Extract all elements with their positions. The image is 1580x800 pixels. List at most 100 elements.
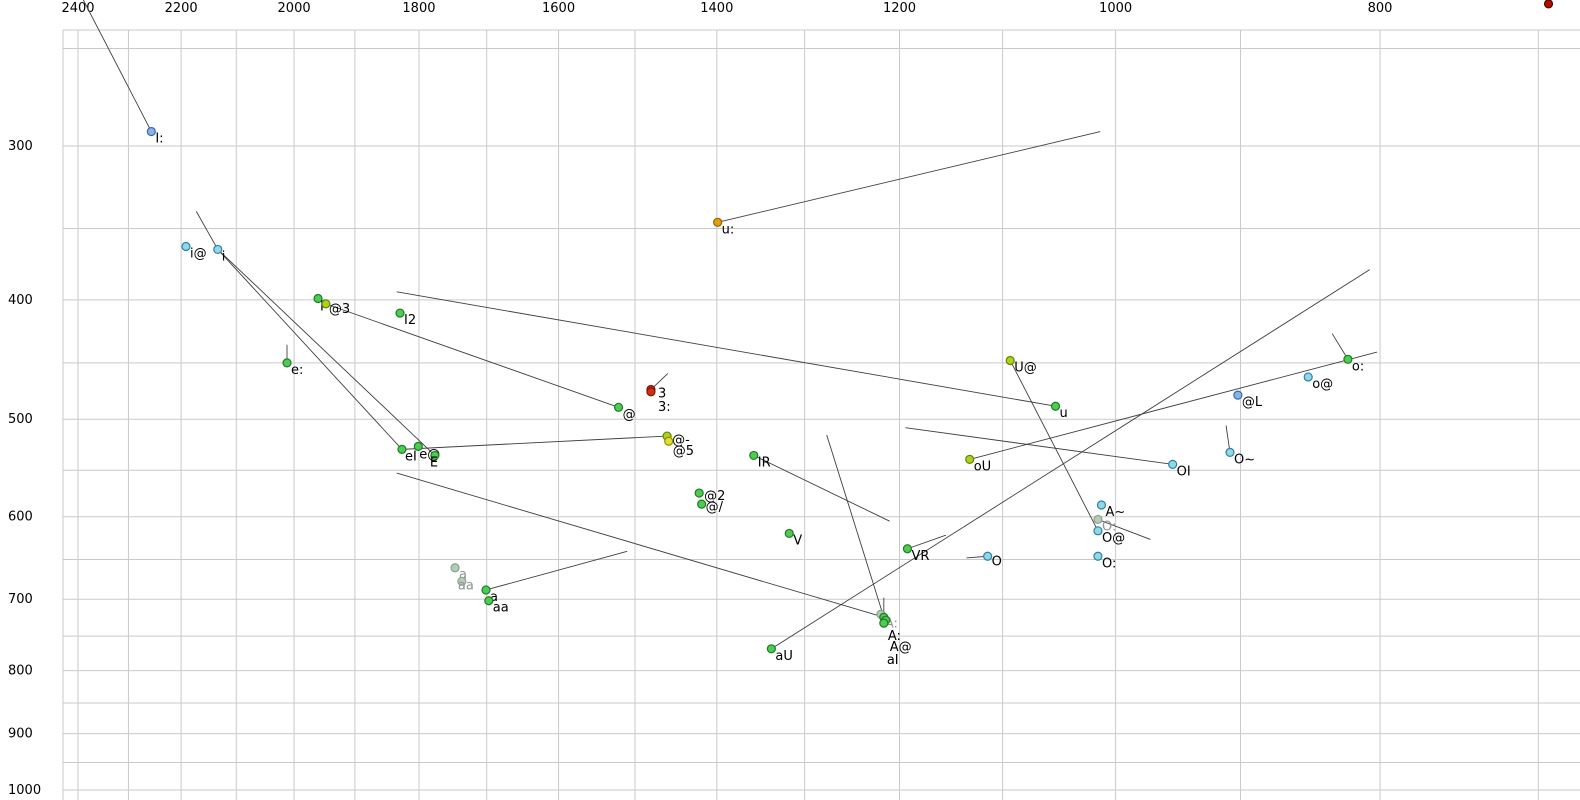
vowel-point[interactable]: [213, 244, 223, 255]
vowel-label: o@: [1312, 377, 1333, 392]
vowel-point[interactable]: [713, 217, 723, 227]
vowel-point[interactable]: [1093, 514, 1103, 525]
vowel-point[interactable]: [1225, 447, 1235, 458]
vowel-point[interactable]: [321, 299, 331, 309]
vowel-point[interactable]: [697, 499, 707, 509]
vowel-label: I:: [155, 132, 163, 147]
vowel-point[interactable]: [1050, 401, 1061, 411]
vowel-point[interactable]: [1093, 526, 1103, 536]
trajectory-line: [325, 303, 619, 408]
vowel-point[interactable]: [766, 644, 776, 654]
x-tick-label: 1000: [1099, 1, 1132, 16]
x-tick-label: 2200: [165, 1, 198, 16]
x-tick-label: 2000: [278, 1, 311, 16]
vowel-point[interactable]: [749, 450, 759, 461]
vowel-point[interactable]: [1093, 551, 1103, 561]
vowel-point[interactable]: [313, 293, 323, 304]
x-tick-label: 2400: [61, 1, 94, 16]
vowel-point[interactable]: [450, 563, 460, 573]
trajectory-line: [217, 249, 403, 450]
vowel-label: 3:: [658, 400, 671, 415]
trajectory-line: [396, 472, 884, 618]
vowel-label: i@: [190, 246, 207, 261]
vowel-point[interactable]: [664, 436, 674, 446]
vowel-point[interactable]: [784, 528, 794, 539]
vowel-label: A:: [888, 629, 901, 644]
vowel-point[interactable]: [282, 358, 292, 368]
vowel-point[interactable]: [484, 596, 494, 606]
vowel-point[interactable]: [1005, 355, 1015, 366]
vowel-label: VR: [911, 549, 929, 564]
vowel-point[interactable]: [646, 387, 656, 397]
vowel-label: eI: [405, 449, 417, 464]
vowel-point[interactable]: [902, 544, 913, 554]
vowel-point[interactable]: [181, 241, 191, 252]
vowel-point[interactable]: [395, 308, 405, 318]
vowel-label: o:: [1352, 359, 1364, 374]
x-tick-label: 1800: [402, 1, 435, 16]
trajectory-line: [826, 434, 885, 618]
vowel-label: IR: [758, 455, 771, 470]
vowel-label: O: [992, 554, 1002, 569]
trajectory-line: [195, 211, 219, 250]
vowel-label: @-: [672, 433, 690, 448]
vowel-point[interactable]: [397, 444, 407, 454]
trajectory-line: [907, 534, 946, 550]
vowel-label: A~: [1105, 505, 1125, 520]
vowel-label: i: [222, 249, 226, 264]
trajectory-line: [82, 0, 152, 132]
vowel-point[interactable]: [1096, 500, 1107, 510]
vowel-label: OI: [1177, 464, 1191, 479]
y-tick-label: 600: [8, 510, 33, 525]
vowel-label: U@: [1014, 360, 1037, 375]
x-tick-label: 800: [1368, 1, 1393, 16]
vowel-label: 3: [658, 387, 666, 402]
vowel-label: @5: [673, 444, 694, 459]
vowel-label: @3: [329, 302, 350, 317]
y-tick-label: 300: [8, 139, 33, 154]
vowel-point[interactable]: [965, 454, 975, 465]
vowel-point[interactable]: [413, 441, 423, 451]
vowel-label: oU: [974, 459, 991, 474]
trajectory-line: [969, 351, 1378, 460]
vowel-label: @2: [704, 489, 725, 504]
vowel-point[interactable]: [430, 450, 440, 461]
x-tick-label: 1400: [700, 1, 733, 16]
vowel-point[interactable]: [1168, 459, 1178, 469]
vowel-label: a: [490, 590, 498, 605]
vowel-label: aI: [887, 653, 899, 668]
trajectory-line: [905, 427, 1173, 465]
vowel-label: aa: [493, 601, 509, 616]
vowel-point[interactable]: [146, 126, 156, 137]
vowel-label: @L: [1242, 395, 1263, 410]
y-tick-label: 900: [8, 727, 33, 742]
y-tick-label: 500: [8, 412, 33, 427]
vowel-point[interactable]: [1343, 354, 1353, 364]
vowel-point[interactable]: [694, 488, 704, 498]
vowel-label: a: [459, 568, 467, 583]
vowel-label: aU: [775, 649, 792, 664]
vowel-point[interactable]: [481, 585, 491, 595]
vowel-label: aa: [458, 578, 474, 593]
vowel-point[interactable]: [1543, 0, 1554, 9]
vowel-point[interactable]: [457, 576, 467, 586]
vowel-point[interactable]: [983, 551, 993, 561]
trajectory-line: [217, 249, 436, 456]
x-tick-label: 1600: [542, 1, 575, 16]
trajectory-line: [485, 550, 628, 591]
trajectory-line: [396, 291, 1056, 407]
trajectory-line: [401, 435, 668, 450]
vowel-label: V: [793, 533, 802, 548]
y-tick-label: 400: [8, 293, 33, 308]
vowel-point[interactable]: [879, 618, 889, 628]
trajectory-line: [771, 269, 1370, 650]
vowel-point[interactable]: [1233, 390, 1243, 400]
y-tick-label: 700: [8, 592, 33, 607]
vowel-point[interactable]: [1303, 372, 1313, 382]
vowel-label: e:: [291, 363, 303, 378]
vowel-label: @: [623, 407, 636, 422]
vowel-label: I: [320, 300, 324, 315]
vowel-point[interactable]: [613, 402, 624, 412]
